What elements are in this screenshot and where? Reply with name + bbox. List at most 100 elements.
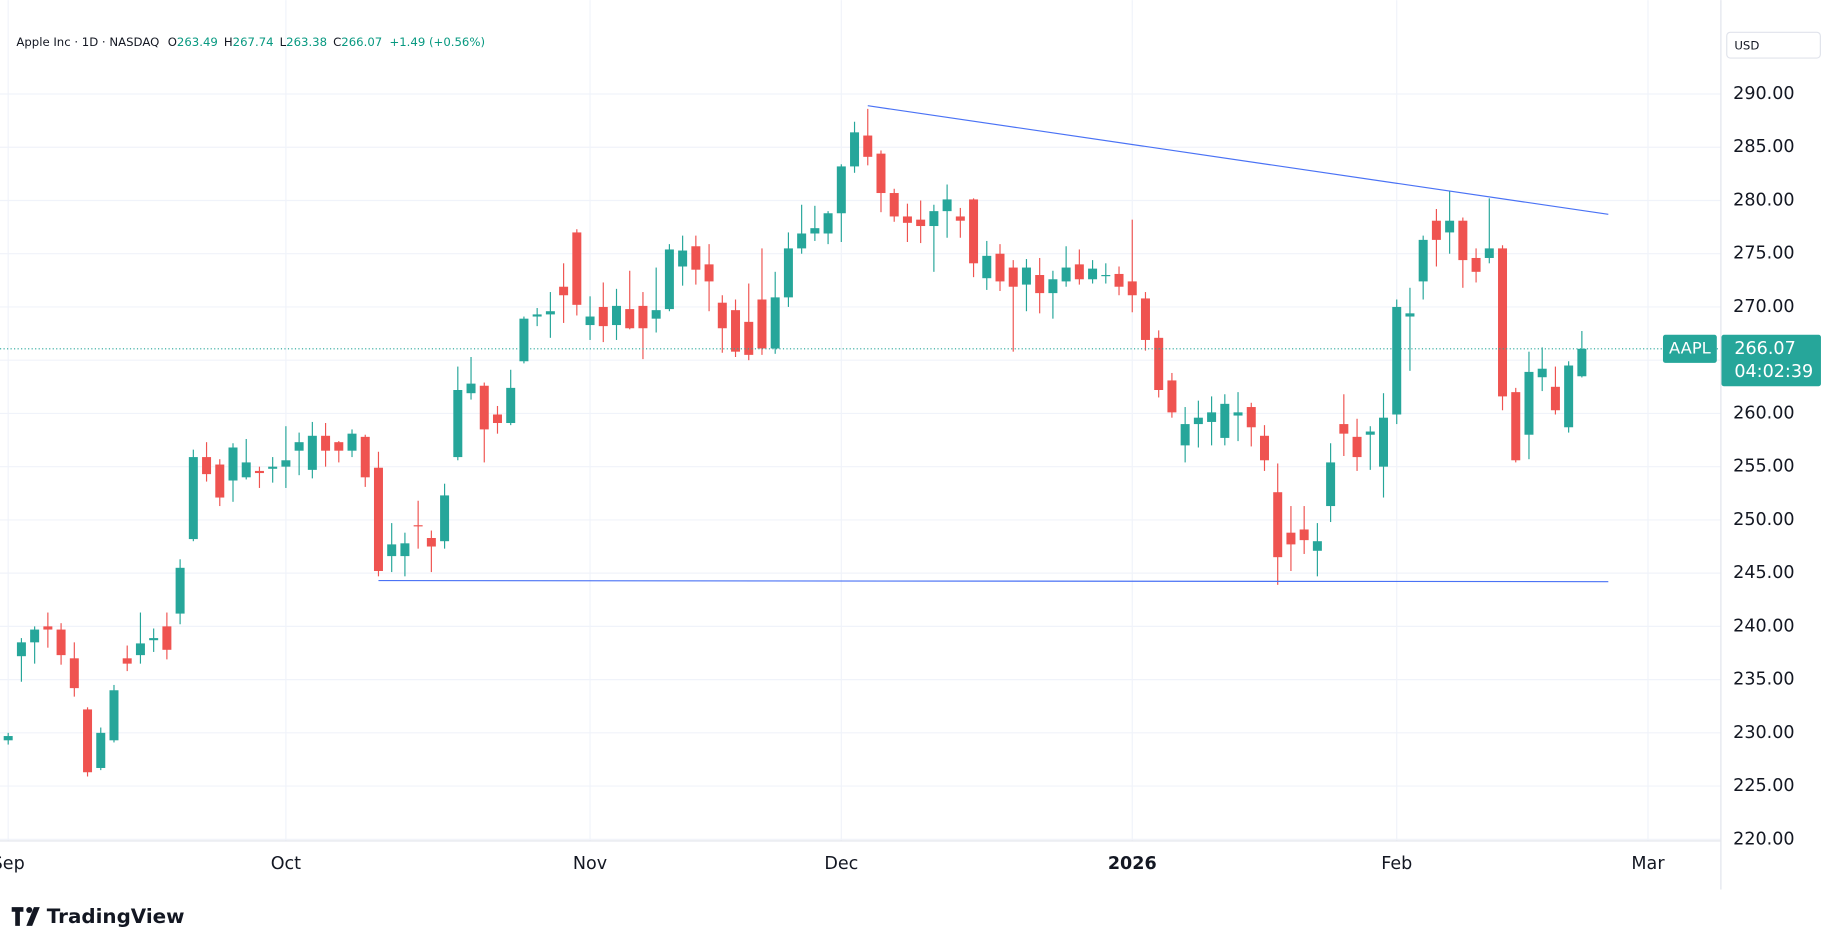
candle-body [268,466,278,469]
legend-high: 267.74 [233,35,274,49]
candle-body [572,232,582,305]
candle-body [1352,436,1362,458]
candle-body [744,321,754,355]
candle-body [1379,417,1389,467]
candle-body [704,264,714,282]
candle-body [1339,424,1349,434]
candle-body [1564,365,1574,428]
candle-body [1405,313,1415,317]
candle-body [598,306,608,327]
candle-body [492,414,502,424]
candle-body [149,638,159,641]
y-tick-label: 285.00 [1733,137,1794,157]
candle-body [1140,298,1150,340]
candle-body [347,433,357,451]
candle-body [440,495,450,542]
symbol-tag-box [1662,334,1717,363]
candle-body [1458,220,1468,261]
candle-body [109,690,119,741]
candle-body [797,233,807,249]
candle-body [1035,275,1045,294]
candle-body [532,314,542,317]
y-tick-label: 225.00 [1733,776,1794,796]
candle-body [1008,267,1018,287]
currency-box[interactable] [1726,31,1821,59]
candle-body [466,383,476,394]
x-tick-label: 2026 [1108,854,1157,874]
candle-body [162,626,172,650]
grid [0,0,1721,841]
y-tick-label: 270.00 [1733,297,1794,317]
candle-body [545,311,555,315]
legend-low: 263.38 [286,35,327,49]
candle-body [228,447,238,481]
y-tick-label: 240.00 [1733,616,1794,636]
countdown: 04:02:39 [1734,362,1813,382]
candle-body [995,253,1005,282]
candle-body [1180,424,1190,446]
x-tick-label: Nov [573,854,607,874]
axes: 220.00 225.00 230.00 235.00 240.00 245.00 250.… [0,84,1821,874]
candle-body [254,470,264,474]
candle-body [1114,273,1124,287]
logo-v [26,907,40,926]
candle-body [1550,386,1560,411]
legend-title: Apple Inc · 1D · NASDAQ [16,35,159,49]
y-tick-label: 280.00 [1733,190,1794,210]
candle-body [1246,407,1256,428]
y-tick-label: 275.00 [1733,244,1794,264]
candle-body [1193,417,1203,425]
candle-body [982,255,992,279]
candle-body [1167,380,1177,413]
candle-body [942,199,952,212]
candle-body [757,299,767,349]
legend-close: 266.07 [341,35,382,49]
candle-body [1021,267,1031,285]
candle-body [850,132,860,167]
candle-body [651,310,661,319]
candle-body [519,318,529,362]
candle-body [1524,371,1534,435]
candle-body [241,462,251,478]
candle-body [1392,306,1402,415]
candle-body [202,457,212,475]
candle-body [175,567,185,614]
y-tick-label: 260.00 [1733,403,1794,423]
candle-body [400,543,410,557]
y-tick-label: 250.00 [1733,510,1794,530]
candle-body [43,626,53,630]
candle-body [1273,492,1283,558]
candle-body [69,658,79,689]
candle-body [691,246,701,270]
legend-low-label: L [280,35,287,49]
legend-change: +1.49 [389,35,425,49]
candle-body [1312,541,1322,551]
candle-body [731,310,741,352]
price-tag: 266.07 [1734,339,1795,359]
candle-body [1431,220,1441,240]
candle-body [1127,281,1137,296]
candle-body [876,153,886,194]
candle-body [664,249,674,310]
candle-body [929,211,939,227]
currency[interactable]: USD [1734,38,1759,52]
candle-body [678,250,688,267]
candle-body [1074,264,1084,280]
candle-body [1299,529,1309,541]
candle-body [360,436,370,478]
candle-body [823,213,833,234]
plot-area [0,105,1721,777]
legend-open: 263.49 [177,35,218,49]
legend-open-label: O [168,35,177,49]
logo-dot [26,906,33,914]
candle-body [373,467,383,572]
candle-body [638,305,648,329]
candle-body [1326,462,1336,507]
x-tick-label: Dec [824,854,858,874]
legend-close-label: C [333,35,341,49]
candle-body [783,248,793,298]
price-tag-box [1721,334,1821,387]
candle-body [969,199,979,264]
symbol-tag: AAPL [1669,338,1712,357]
